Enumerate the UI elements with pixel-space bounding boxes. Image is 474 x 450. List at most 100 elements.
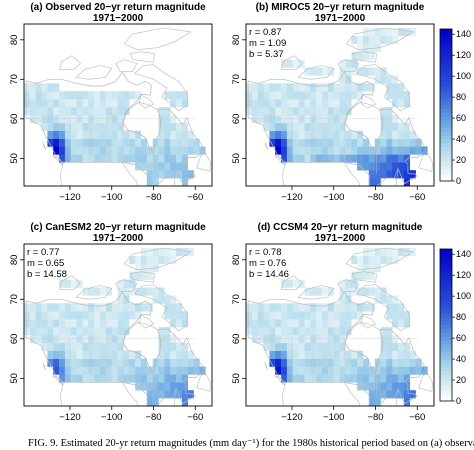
- grid-cell: [386, 162, 393, 171]
- colorbar-segment: [440, 120, 452, 125]
- grid-cell: [111, 350, 118, 359]
- border-line: [343, 382, 360, 406]
- grid-cell: [76, 122, 83, 131]
- grid-cell: [170, 319, 177, 328]
- grid-cell: [398, 382, 405, 391]
- grid-cell: [105, 311, 112, 320]
- grid-cell: [363, 248, 370, 257]
- y-tick-label: 50: [231, 153, 242, 164]
- grid-cell: [70, 154, 77, 163]
- grid-cell: [409, 350, 416, 359]
- grid-cell: [100, 374, 107, 383]
- stat-line: r = 0.78: [249, 247, 281, 258]
- stat-line: b = 14.58: [27, 269, 67, 280]
- grid-cell: [403, 154, 410, 163]
- grid-cell: [398, 83, 405, 92]
- grid-cell: [304, 287, 311, 296]
- grid-cell: [351, 35, 358, 45]
- grid-cell: [176, 138, 183, 147]
- grid-cell: [100, 107, 107, 116]
- grid-cell: [88, 107, 95, 116]
- grid-cell: [146, 271, 153, 280]
- grid-cell: [59, 350, 66, 359]
- grid-cell: [292, 374, 299, 383]
- island-outline: [123, 247, 192, 271]
- island-outline: [418, 371, 433, 392]
- grid-cell: [176, 170, 183, 179]
- grid-cell: [170, 162, 177, 171]
- grid-cell: [357, 374, 364, 383]
- grid-cell: [392, 248, 399, 257]
- x-tick-label: −60: [409, 412, 425, 423]
- colorbar-tick-label: 80: [456, 92, 466, 102]
- grid-cell: [292, 59, 299, 68]
- grid-cell: [380, 366, 387, 375]
- grid-cell: [286, 138, 293, 147]
- grid-cell: [421, 146, 428, 155]
- grid-cell: [164, 295, 171, 304]
- grid-cell: [304, 107, 311, 116]
- map-c: [24, 247, 211, 406]
- grid-cell: [152, 398, 159, 406]
- grid-cell: [292, 327, 299, 336]
- grid-cell: [310, 374, 317, 383]
- grid-cell: [363, 271, 370, 280]
- grid-cell: [380, 390, 387, 399]
- grid-cell: [281, 83, 288, 92]
- colorbar-segment: [440, 336, 452, 341]
- grid-cell: [357, 271, 364, 280]
- grid-cell: [386, 138, 393, 147]
- grid-cell: [281, 122, 288, 131]
- grid-cell: [135, 311, 142, 320]
- grid-cell: [281, 154, 288, 163]
- grid-cell: [263, 342, 270, 351]
- grid-cell: [357, 358, 364, 367]
- colorbar-segment: [440, 264, 452, 269]
- grid-cell: [363, 263, 370, 272]
- colorbar-segment: [440, 177, 452, 182]
- grid-cell: [100, 350, 107, 359]
- colorbar-segment: [440, 97, 452, 102]
- grid-cell: [41, 342, 48, 351]
- grid-cell: [164, 366, 171, 375]
- grid-cell: [380, 334, 387, 344]
- grid-cell: [316, 327, 323, 336]
- grid-cell: [357, 67, 364, 76]
- colorbar-tick-label: 140: [456, 29, 471, 39]
- grid-cell: [351, 51, 358, 60]
- island-outline: [75, 65, 113, 80]
- colorbar-segment: [440, 139, 452, 144]
- grid-cell: [76, 91, 83, 100]
- grid-cell: [380, 146, 387, 155]
- grid-cell: [246, 319, 253, 328]
- grid-cell: [398, 342, 405, 351]
- grid-cell: [29, 107, 36, 116]
- grid-cell: [339, 107, 346, 116]
- grid-cell: [94, 374, 101, 383]
- colorbar-segment: [440, 169, 452, 174]
- y-tick-label: 80: [231, 255, 242, 266]
- grid-cell: [380, 154, 387, 163]
- grid-cell: [141, 382, 148, 391]
- grid-cell: [339, 83, 346, 92]
- grid-cell: [94, 303, 101, 312]
- grid-cell: [316, 91, 323, 100]
- grid-cell: [123, 146, 130, 155]
- grid-cell: [41, 122, 48, 131]
- grid-cell: [351, 374, 358, 383]
- grid-cell: [368, 390, 375, 399]
- grid-cell: [158, 350, 165, 359]
- grid-cell: [135, 138, 142, 147]
- grid-cell: [386, 311, 393, 320]
- grid-cell: [117, 130, 124, 139]
- grid-cell: [304, 303, 311, 312]
- grid-cell: [146, 248, 153, 257]
- grid-cell: [82, 130, 89, 139]
- grid-cell: [327, 366, 334, 375]
- grid-cell: [374, 287, 381, 296]
- grid-cell: [76, 350, 83, 359]
- grid-cell: [76, 279, 83, 288]
- grid-cell: [316, 311, 323, 320]
- grid-cell: [100, 366, 107, 375]
- island-outline: [59, 275, 81, 290]
